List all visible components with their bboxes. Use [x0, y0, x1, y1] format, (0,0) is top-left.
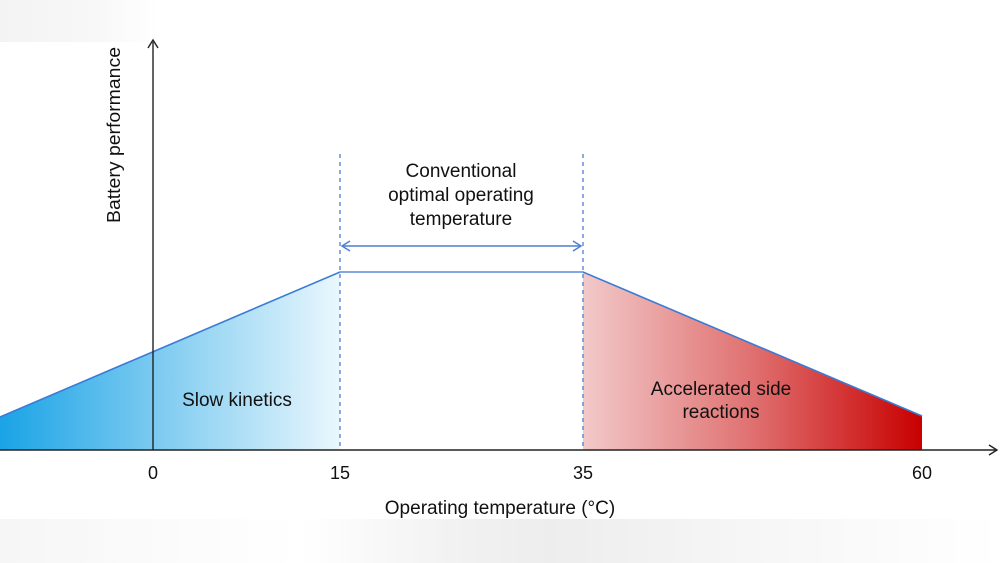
slow-kinetics-region: [0, 272, 340, 450]
side-reactions-label-line-2: reactions: [682, 402, 759, 423]
y-axis-arrowhead: [147, 38, 159, 49]
x-tick-label: 60: [912, 463, 932, 483]
optimal-range-label-line-1: Conventional: [406, 161, 517, 182]
slow-kinetics-label: Slow kinetics: [182, 390, 292, 411]
bottom-letterbox: [0, 519, 1000, 563]
side-reactions-region: [583, 272, 922, 450]
x-tick-label: 0: [148, 463, 158, 483]
x-tick-label: 15: [330, 463, 350, 483]
x-axis-label: Operating temperature (°C): [385, 498, 615, 519]
range-arrowhead-left: [340, 240, 351, 252]
range-arrowhead-right: [572, 240, 583, 252]
x-tick-label: 35: [573, 463, 593, 483]
optimal-range-label-line-2: optimal operating: [388, 185, 534, 206]
x-axis-arrowhead: [988, 444, 999, 456]
top-letterbox: [0, 0, 1000, 42]
optimal-range-label-line-3: temperature: [410, 209, 512, 230]
side-reactions-label-line-1: Accelerated side: [651, 379, 791, 400]
y-axis-label: Battery performance: [104, 47, 124, 223]
